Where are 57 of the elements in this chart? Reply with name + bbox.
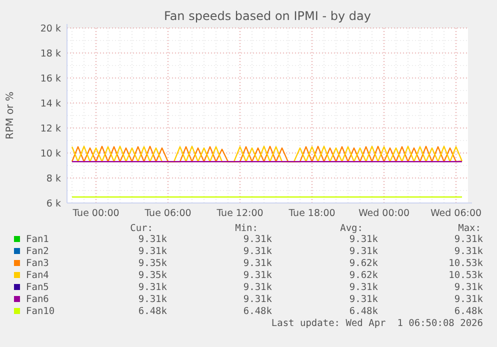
- text: 9.31k: [243, 270, 272, 281]
- legend-label: Fan2: [26, 246, 49, 257]
- text: 9.31k: [243, 246, 272, 257]
- x-tick-label: Tue 00:00: [72, 208, 120, 219]
- x-tick-label: Tue 06:00: [144, 208, 192, 219]
- chart-title: Fan speeds based on IPMI - by day: [164, 9, 371, 23]
- text: 9.31k: [349, 234, 378, 245]
- y-tick-label: 10 k: [40, 148, 62, 160]
- y-tick-label: 12 k: [40, 123, 62, 134]
- y-tick-label: 18 k: [40, 48, 62, 60]
- text: Avg:: [340, 223, 363, 234]
- y-axis-title: RPM or %: [5, 92, 16, 140]
- text: 9.62k: [349, 258, 378, 269]
- text: 9.31k: [138, 246, 168, 257]
- text: Max:: [458, 223, 481, 234]
- y-tick-label: 6 k: [46, 198, 62, 210]
- line-series: [71, 146, 463, 162]
- text: 9.31k: [349, 246, 378, 257]
- text: 6.48k: [454, 306, 484, 317]
- text: 9.31k: [454, 246, 484, 257]
- x-tick-label: Tue 12:00: [216, 208, 264, 219]
- text: 9.31k: [243, 234, 272, 245]
- text: 9.31k: [243, 282, 272, 293]
- text: 9.31k: [243, 294, 272, 305]
- x-tick-label: Wed 06:00: [430, 208, 482, 219]
- legend-label: Fan10: [26, 306, 55, 317]
- legend-label: Fan6: [26, 294, 50, 305]
- text: 9.31k: [243, 258, 272, 269]
- text: 9.35k: [138, 270, 168, 281]
- legend-label: Fan5: [26, 282, 49, 293]
- text: 9.31k: [138, 294, 168, 305]
- text: 6.48k: [349, 306, 378, 317]
- text: 9.35k: [138, 258, 168, 269]
- text: Cur:: [130, 223, 153, 234]
- text: Last update: Wed Apr 1 06:50:08 2026: [271, 318, 484, 329]
- legend-label: Fan4: [26, 270, 50, 281]
- legend-label: Fan1: [26, 234, 50, 245]
- text: 10.53k: [448, 258, 484, 269]
- text: 6.48k: [138, 306, 168, 317]
- y-tick-label: 8 k: [46, 173, 62, 184]
- text: 9.31k: [454, 294, 484, 305]
- text: 10.53k: [448, 270, 484, 281]
- text: 9.31k: [138, 234, 168, 245]
- text: 9.62k: [349, 270, 378, 281]
- text: 9.31k: [349, 294, 378, 305]
- text: 9.31k: [454, 282, 484, 293]
- y-tick-label: 16 k: [40, 73, 62, 84]
- y-tick-label: 20 k: [40, 23, 62, 34]
- legend-label: Fan3: [26, 258, 49, 269]
- x-tick-label: Wed 00:00: [358, 208, 410, 219]
- x-tick-label: Tue 18:00: [288, 208, 336, 219]
- y-tick-label: 14 k: [40, 98, 62, 110]
- text: Min:: [235, 223, 258, 234]
- text: 9.31k: [349, 282, 378, 293]
- text: 9.31k: [454, 234, 484, 245]
- text: 9.31k: [138, 282, 168, 293]
- text: 6.48k: [243, 306, 272, 317]
